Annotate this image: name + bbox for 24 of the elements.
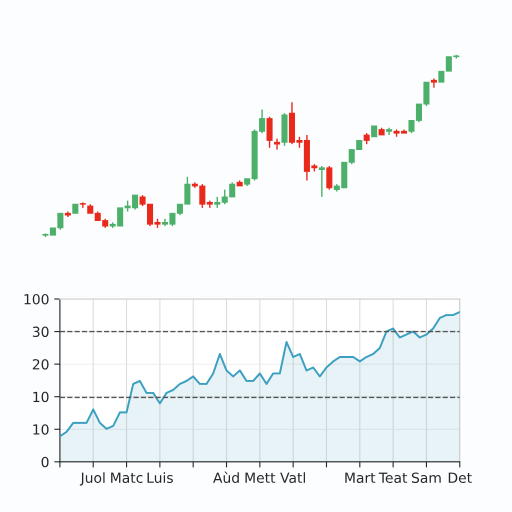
candlestick — [274, 138, 280, 150]
candlestick — [371, 125, 378, 138]
candlestick — [266, 116, 273, 148]
x-tick-label: Det — [448, 472, 472, 483]
candlestick — [326, 165, 332, 190]
text: 0 — [42, 456, 49, 468]
candlestick — [318, 165, 325, 198]
candlestick — [72, 204, 78, 214]
x-tick-label: Matc — [111, 472, 142, 483]
text: 20 — [32, 359, 49, 370]
text: 10 — [33, 424, 49, 435]
x-tick-label: Mett — [245, 472, 276, 483]
text: 10 — [33, 392, 49, 402]
candlestick — [430, 78, 437, 88]
x-tick-label: Sam — [412, 472, 441, 483]
text: 100 — [24, 294, 49, 304]
x-tick-label: Luis — [148, 472, 173, 483]
x-tick-label: Juol — [80, 472, 105, 486]
x-tick-label: Vatl — [280, 472, 305, 483]
text: 30 — [32, 326, 49, 338]
candlestick — [364, 132, 370, 145]
x-tick-label: Aùd — [213, 472, 239, 483]
x-tick-label: Mart — [345, 472, 376, 483]
x-tick-label: Teat — [378, 472, 408, 483]
